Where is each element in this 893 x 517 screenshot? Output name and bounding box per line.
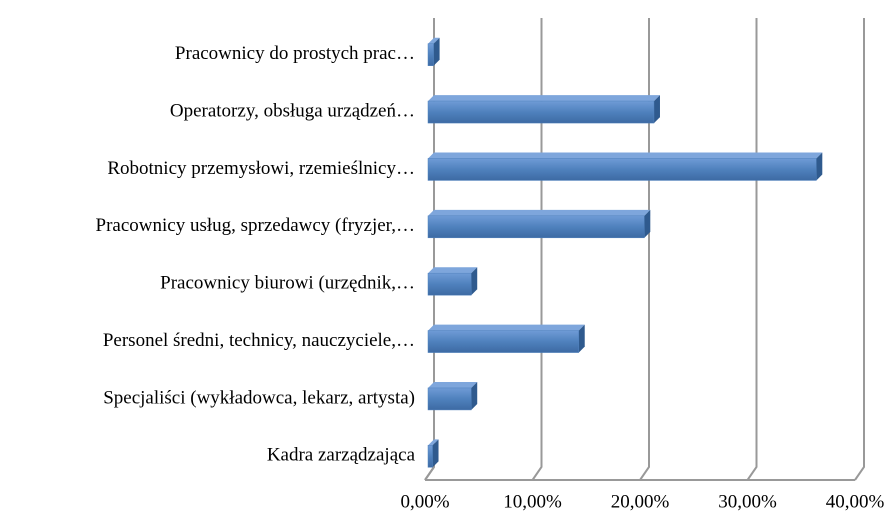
y-tick-label: Operatorzy, obsługa urządzeń… bbox=[170, 100, 415, 121]
x-tick-label: 0,00% bbox=[400, 491, 449, 512]
bar bbox=[427, 100, 655, 124]
bar bbox=[427, 158, 817, 181]
bar-side bbox=[653, 95, 660, 124]
grid-line bbox=[746, 18, 758, 481]
bar-side bbox=[816, 152, 823, 181]
bar-top bbox=[428, 95, 660, 102]
grid-line bbox=[639, 18, 650, 481]
x-tick-label: 30,00% bbox=[718, 491, 777, 512]
bar-side bbox=[578, 324, 585, 353]
y-tick-label: Robotnicy przemysłowi, rzemieślnicy… bbox=[107, 158, 415, 179]
bar bbox=[427, 445, 433, 468]
y-tick-label: Pracownicy biurowi (urzędnik,… bbox=[160, 273, 415, 294]
bar-top bbox=[428, 37, 440, 44]
bar bbox=[427, 387, 472, 411]
bar-top bbox=[428, 381, 478, 388]
bar-side bbox=[471, 381, 478, 410]
bar-top bbox=[428, 439, 439, 446]
bar-side bbox=[433, 37, 440, 66]
y-tick-label: Specjaliści (wykładowca, lekarz, artysta… bbox=[103, 387, 415, 408]
bar-top bbox=[428, 152, 823, 159]
x-tick-label: 40,00% bbox=[826, 491, 885, 512]
grid-line bbox=[531, 18, 543, 481]
grid-line bbox=[424, 18, 435, 481]
y-tick-label: Kadra zarządzająca bbox=[267, 445, 416, 466]
bar-side bbox=[644, 209, 651, 238]
bar bbox=[427, 43, 434, 66]
x-tick-label: 10,00% bbox=[503, 491, 562, 512]
x-tick-label: 20,00% bbox=[611, 491, 670, 512]
y-tick-label: Personel średni, technicy, nauczyciele,… bbox=[103, 330, 415, 351]
bar-top bbox=[428, 267, 478, 274]
bar-top bbox=[428, 209, 651, 216]
bar-side bbox=[432, 439, 439, 468]
grid-line bbox=[854, 18, 865, 481]
y-tick-label: Pracownicy usług, sprzedawcy (fryzjer,… bbox=[96, 215, 415, 236]
bar-side bbox=[471, 267, 478, 296]
bar bbox=[427, 215, 645, 239]
bar bbox=[427, 330, 579, 353]
bar-top bbox=[428, 324, 585, 331]
bar bbox=[427, 272, 472, 296]
y-tick-label: Pracownicy do prostych prac… bbox=[175, 43, 415, 64]
